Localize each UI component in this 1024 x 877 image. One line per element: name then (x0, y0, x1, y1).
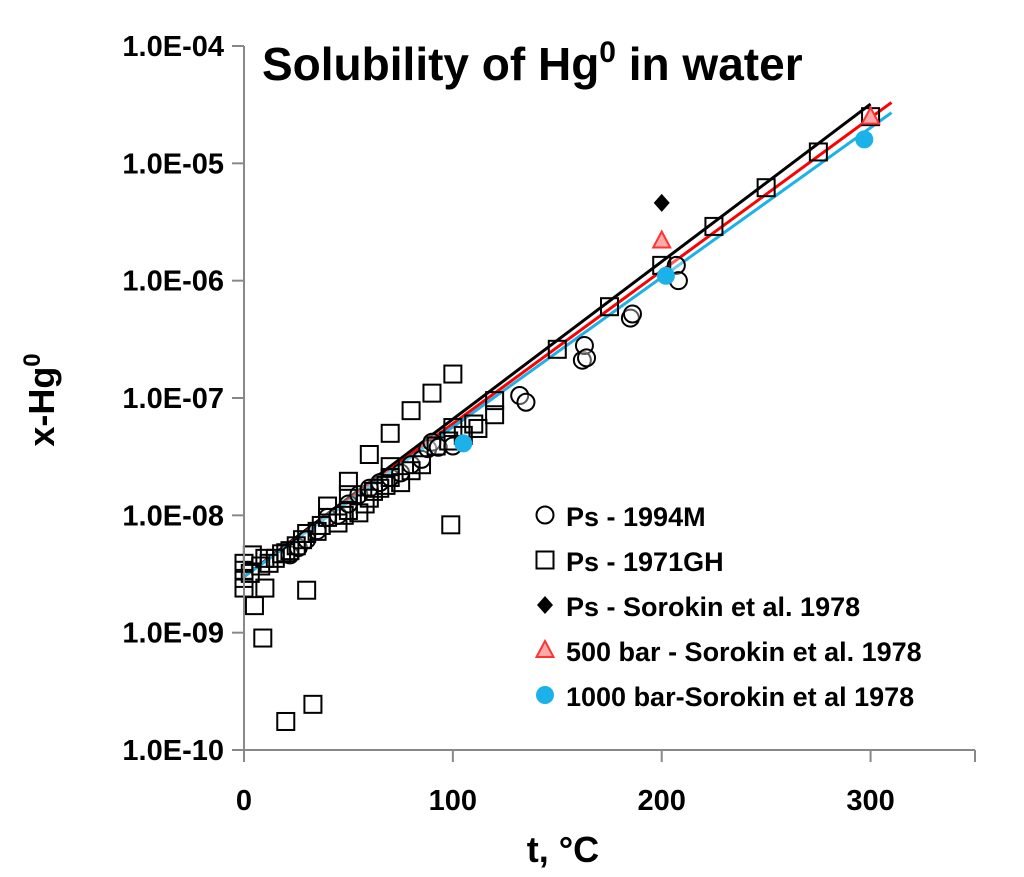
data-point (454, 434, 473, 453)
legend-label: 500 bar - Sorokin et al. 1978 (566, 637, 922, 667)
legend-label: Ps - 1994M (566, 502, 706, 532)
legend-marker (537, 596, 553, 614)
y-tick-label: 1.0E-08 (122, 500, 224, 532)
legend-item: Ps - 1971GH (535, 547, 724, 577)
data-point (412, 455, 432, 475)
x-tick-label: 200 (638, 785, 686, 817)
data-point (286, 536, 306, 556)
data-point (253, 628, 273, 648)
y-tick-label: 1.0E-10 (122, 735, 224, 767)
data-point (468, 418, 488, 438)
data-point (516, 392, 536, 412)
y-tick-label: 1.0E-07 (122, 383, 224, 415)
data-point (756, 178, 776, 198)
data-point (363, 481, 383, 501)
data-point (441, 515, 461, 535)
data-point (401, 401, 421, 421)
series-4 (651, 105, 881, 249)
data-point (651, 229, 672, 249)
data-point (380, 457, 400, 477)
data-point (259, 553, 279, 573)
data-point (391, 473, 411, 493)
legend: Ps - 1994M Ps - 1971GH Ps - Sorokin et al.… (534, 502, 922, 712)
data-point (443, 364, 463, 384)
data-point (334, 505, 354, 525)
data-point (244, 596, 264, 616)
data-point (280, 541, 300, 561)
y-axis-title: x-Hg0 (19, 353, 62, 446)
x-axis-title: t, °C (527, 829, 599, 870)
data-point (276, 711, 296, 731)
series-5 (454, 130, 874, 453)
data-point (303, 694, 323, 714)
y-tick-label: 1.0E-09 (122, 618, 224, 650)
legend-item: Ps - 1994M (535, 502, 706, 532)
x-tick-label: 300 (846, 785, 894, 817)
data-point (464, 414, 484, 434)
chart-title-end: in water (616, 38, 803, 90)
data-point (485, 391, 505, 411)
legend-item: 500 bar - Sorokin et al. 1978 (534, 637, 922, 667)
legend-label: Ps - Sorokin et al. 1978 (566, 592, 860, 622)
chart-title-main: Solubility of Hg (262, 38, 599, 90)
data-point (359, 444, 379, 464)
data-point (422, 383, 442, 403)
legend-label: Ps - 1971GH (566, 547, 724, 577)
y-tick-label: 1.0E-06 (122, 266, 224, 298)
data-point (547, 339, 567, 359)
data-point (307, 521, 327, 541)
x-tick-label: 0 (236, 785, 252, 817)
data-point (808, 142, 828, 162)
data-point (485, 405, 505, 425)
y-tick-label: 1.0E-05 (122, 148, 224, 180)
data-point (401, 461, 421, 481)
legend-marker (536, 686, 554, 704)
data-point (855, 130, 874, 149)
legend-item: 1000 bar-Sorokin et al 1978 (536, 682, 914, 712)
data-point (426, 436, 446, 456)
data-point (600, 297, 619, 317)
data-point (276, 543, 296, 563)
legend-marker (535, 505, 555, 525)
data-point (380, 468, 400, 488)
data-point (704, 216, 724, 236)
data-point (359, 488, 379, 508)
legend-marker (534, 638, 556, 658)
legend-marker (535, 550, 555, 570)
plot-layer (234, 101, 893, 731)
data-point (860, 105, 881, 125)
data-point (622, 304, 642, 324)
data-point (656, 266, 675, 285)
y-tick-label: 1.0E-04 (122, 31, 224, 63)
data-point (255, 578, 275, 598)
data-point (380, 423, 400, 443)
legend-label: 1000 bar-Sorokin et al 1978 (566, 682, 914, 712)
y-axis-title-superscript: 0 (19, 353, 46, 366)
legend-item: Ps - Sorokin et al. 1978 (537, 592, 860, 622)
axes-layer: 1.0E-10 1.0E-09 1.0E-08 1.0E-07 1.0E-06 1.0E-… (122, 31, 976, 817)
chart-title: Solubility of Hg0 in water (262, 36, 803, 90)
chart-title-superscript: 0 (599, 36, 616, 69)
x-tick-label: 100 (429, 785, 477, 817)
series-2 (234, 107, 881, 731)
data-point (653, 193, 670, 212)
data-point (428, 437, 448, 457)
y-axis-title-main: x-Hg (21, 367, 62, 447)
data-point (370, 478, 390, 498)
data-point (338, 471, 358, 491)
data-point (240, 563, 260, 583)
data-point (577, 348, 597, 368)
data-point (297, 580, 317, 600)
series-3 (653, 193, 670, 212)
